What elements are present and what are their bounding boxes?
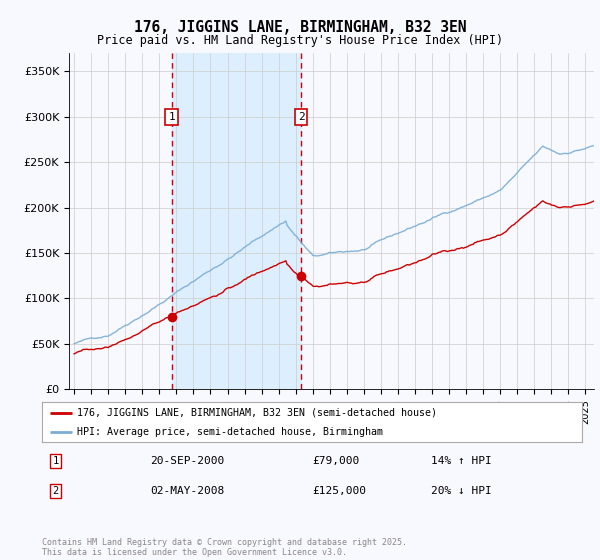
Text: £79,000: £79,000 (312, 456, 359, 466)
Text: 20-SEP-2000: 20-SEP-2000 (150, 456, 224, 466)
Text: Price paid vs. HM Land Registry's House Price Index (HPI): Price paid vs. HM Land Registry's House … (97, 34, 503, 46)
Text: 176, JIGGINS LANE, BIRMINGHAM, B32 3EN (semi-detached house): 176, JIGGINS LANE, BIRMINGHAM, B32 3EN (… (77, 408, 437, 418)
Text: 02-MAY-2008: 02-MAY-2008 (150, 486, 224, 496)
Text: 176, JIGGINS LANE, BIRMINGHAM, B32 3EN: 176, JIGGINS LANE, BIRMINGHAM, B32 3EN (134, 20, 466, 35)
Text: 1: 1 (168, 112, 175, 122)
Text: Contains HM Land Registry data © Crown copyright and database right 2025.
This d: Contains HM Land Registry data © Crown c… (42, 538, 407, 557)
Text: HPI: Average price, semi-detached house, Birmingham: HPI: Average price, semi-detached house,… (77, 427, 383, 436)
Text: 20% ↓ HPI: 20% ↓ HPI (431, 486, 491, 496)
Text: 14% ↑ HPI: 14% ↑ HPI (431, 456, 491, 466)
Text: 1: 1 (52, 456, 59, 466)
Text: 2: 2 (298, 112, 305, 122)
Text: £125,000: £125,000 (312, 486, 366, 496)
Bar (172, 53, 301, 389)
Text: 2: 2 (52, 486, 59, 496)
